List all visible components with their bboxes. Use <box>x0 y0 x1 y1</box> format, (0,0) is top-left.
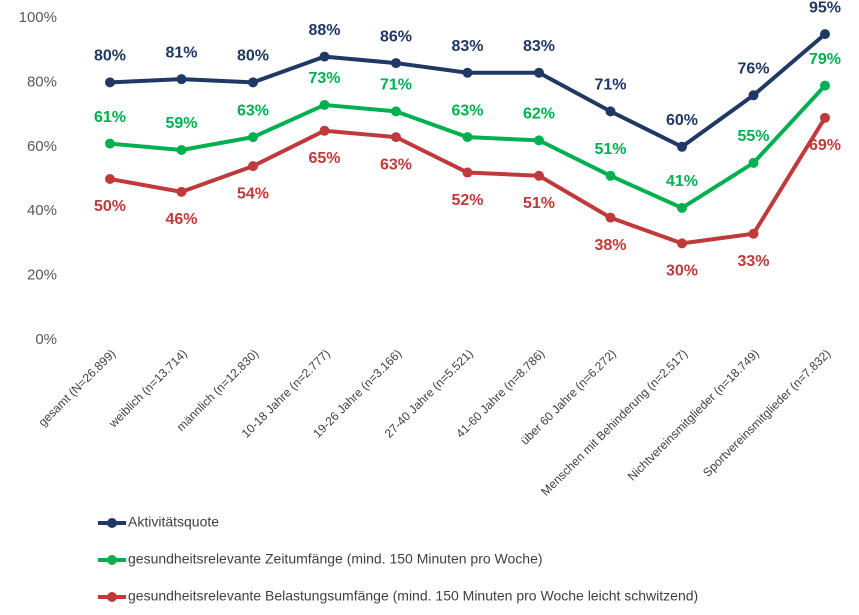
data-point <box>248 77 258 88</box>
legend-label: gesundheitsrelevante Zeitumfänge (mind. … <box>128 551 543 567</box>
y-tick-label: 80% <box>27 73 57 90</box>
data-label: 76% <box>737 60 769 77</box>
x-tick-label: Sportvereinsmitglieder (n=7.832) <box>700 346 833 479</box>
data-point <box>605 170 616 181</box>
data-label: 59% <box>165 115 197 132</box>
y-tick-label: 0% <box>35 331 57 348</box>
y-tick-label: 60% <box>27 138 57 155</box>
data-label: 63% <box>380 156 412 173</box>
data-point <box>820 80 830 91</box>
data-label: 83% <box>523 38 555 55</box>
data-label: 62% <box>523 106 555 123</box>
data-label: 61% <box>94 109 126 126</box>
data-point <box>105 138 115 149</box>
legend-marker <box>107 592 117 602</box>
data-label: 79% <box>809 51 841 68</box>
data-label: 88% <box>308 22 340 39</box>
data-label: 80% <box>94 48 126 65</box>
data-label: 80% <box>237 48 269 65</box>
data-label: 86% <box>380 28 412 45</box>
data-label: 52% <box>451 192 483 209</box>
data-label: 60% <box>666 112 698 129</box>
x-tick-label: Menschen mit Behinderung (n=2.517) <box>538 346 690 498</box>
data-point <box>605 212 616 223</box>
data-point <box>391 106 401 117</box>
data-point <box>176 145 187 156</box>
data-point <box>677 202 687 213</box>
data-point <box>248 161 258 172</box>
data-label: 71% <box>594 77 626 94</box>
data-label: 50% <box>94 198 126 215</box>
data-label: 63% <box>237 102 269 119</box>
y-tick-label: 20% <box>27 267 57 284</box>
data-point <box>677 141 687 152</box>
data-point <box>319 99 330 110</box>
data-label: 38% <box>594 237 626 254</box>
data-label: 46% <box>165 211 197 228</box>
data-point <box>319 51 330 62</box>
x-tick-label: gesamt (N=26.899) <box>36 346 119 429</box>
data-point <box>176 74 187 85</box>
data-label: 63% <box>451 102 483 119</box>
data-label: 71% <box>380 77 412 94</box>
data-label: 33% <box>737 253 769 270</box>
data-point <box>176 186 187 197</box>
data-label: 55% <box>737 128 769 145</box>
data-label: 51% <box>594 141 626 158</box>
y-tick-label: 40% <box>27 202 57 219</box>
data-point <box>319 125 330 136</box>
legend-label: Aktivitätsquote <box>128 514 219 530</box>
data-point <box>534 170 544 181</box>
data-label: 81% <box>165 44 197 61</box>
data-label: 95% <box>809 0 841 16</box>
data-point <box>534 135 544 146</box>
data-point <box>748 90 759 101</box>
data-label: 41% <box>666 173 698 190</box>
data-point <box>248 132 258 143</box>
data-point <box>748 228 759 239</box>
x-tick-label: Nichtvereinsmitglieder (n=18.749) <box>625 346 762 483</box>
data-label: 73% <box>308 70 340 87</box>
data-point <box>605 106 616 117</box>
data-label: 54% <box>237 185 269 202</box>
data-point <box>820 112 830 123</box>
data-label: 83% <box>451 38 483 55</box>
data-point <box>462 167 473 178</box>
data-label: 65% <box>308 150 340 167</box>
data-point <box>391 58 401 69</box>
data-point <box>534 67 544 78</box>
data-point <box>105 174 115 184</box>
data-point <box>105 77 115 88</box>
legend-marker <box>107 518 117 528</box>
data-point <box>462 132 473 143</box>
data-point <box>677 238 687 249</box>
x-tick-label: weiblich (n=13.714) <box>105 346 189 430</box>
data-label: 69% <box>809 137 841 154</box>
data-point <box>820 29 830 40</box>
y-tick-label: 100% <box>19 9 57 26</box>
legend-marker <box>107 555 117 565</box>
legend-label: gesundheitsrelevante Belastungsumfänge (… <box>128 588 698 604</box>
data-point <box>391 132 401 143</box>
data-point <box>748 157 759 168</box>
data-label: 51% <box>523 195 555 212</box>
data-point <box>462 67 473 78</box>
data-label: 30% <box>666 263 698 280</box>
